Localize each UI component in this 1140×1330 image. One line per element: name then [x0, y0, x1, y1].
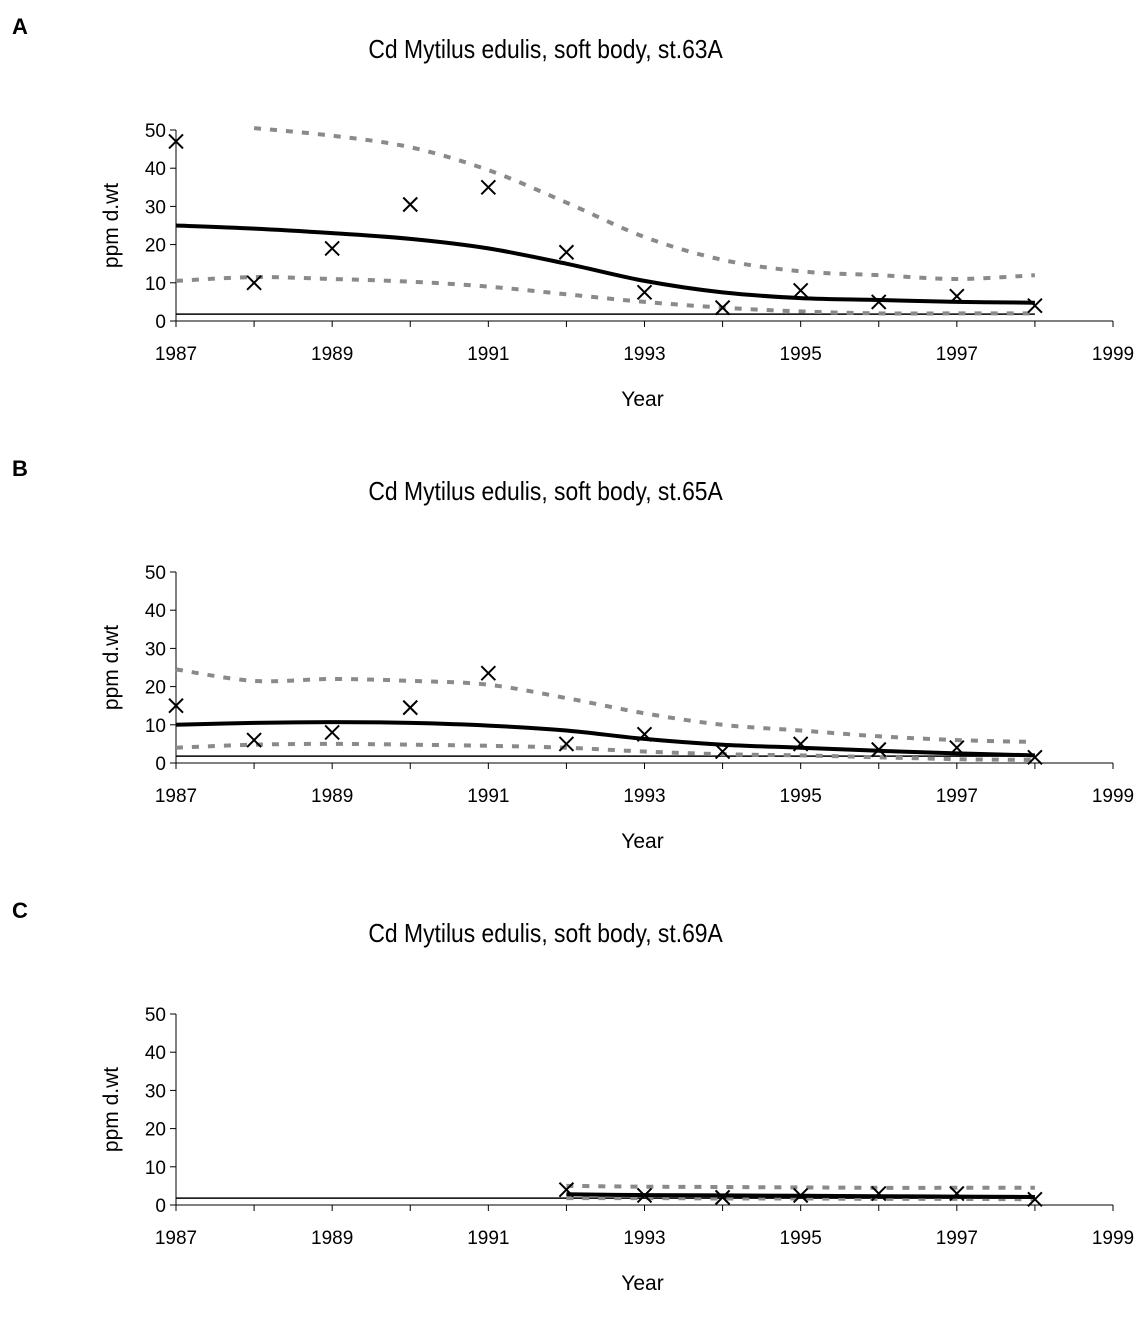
- data-point: [246, 275, 262, 291]
- data-point: [636, 284, 653, 301]
- panel-label: C: [12, 898, 28, 923]
- x-tick-label: 1989: [311, 1228, 353, 1249]
- trend-line: [175, 720, 1035, 758]
- x-tick-label: 1989: [311, 344, 353, 365]
- data-point: [402, 196, 418, 213]
- data-point: [636, 1187, 653, 1204]
- data-point: [949, 740, 965, 756]
- x-tick-label: 1999: [1092, 1228, 1134, 1249]
- data-point: [949, 288, 965, 304]
- upper-confidence-band: [175, 667, 1035, 744]
- y-tick-label: 10: [145, 1158, 166, 1179]
- data-point: [792, 1187, 809, 1204]
- x-tick-label: 1997: [936, 344, 978, 365]
- data-point: [792, 736, 809, 752]
- x-tick-label: 1995: [780, 344, 822, 365]
- data-point: [792, 282, 809, 299]
- x-tick-label: 1999: [1092, 786, 1134, 807]
- x-tick-label: 1993: [623, 1228, 665, 1249]
- y-tick-label: 50: [145, 1005, 166, 1026]
- x-tick-label: 1993: [623, 344, 665, 365]
- trend-line: [175, 223, 1035, 305]
- data-point: [871, 741, 887, 758]
- x-tick-label: 1991: [467, 1228, 509, 1249]
- panel-label: A: [12, 14, 28, 39]
- data-point: [558, 736, 575, 752]
- data-point: [480, 665, 497, 681]
- x-tick-label: 1989: [311, 786, 353, 807]
- chart-panel-b: B Cd Mytilus edulis, soft body, st.65A 0…: [0, 456, 1140, 888]
- y-tick-label: 20: [145, 678, 166, 699]
- chart-title: Cd Mytilus edulis, soft body, st.63A: [368, 34, 723, 64]
- chart-plot-c: 0 10 20 30 40 50 1987 1989 1991 1993 1995 1997 1999 Y…: [100, 1005, 1134, 1295]
- chart-panel-c: C Cd Mytilus edulis, soft body, st.69A 0…: [0, 898, 1140, 1330]
- y-axis-label: ppm d.wt: [100, 625, 123, 710]
- x-tick-label: 1987: [155, 344, 197, 365]
- x-tick-label: 1993: [623, 786, 665, 807]
- data-point: [1027, 1191, 1043, 1207]
- data-point: [949, 1185, 965, 1202]
- y-tick-label: 40: [145, 1043, 166, 1064]
- y-tick-label: 20: [145, 1120, 166, 1141]
- x-axis-label: Year: [621, 388, 663, 411]
- y-axis-label: ppm d.wt: [100, 183, 123, 268]
- x-tick-label: 1999: [1092, 344, 1134, 365]
- x-tick-label: 1987: [155, 786, 197, 807]
- y-tick-label: 0: [155, 754, 166, 775]
- x-tick-label: 1995: [780, 786, 822, 807]
- y-tick-label: 50: [145, 121, 166, 142]
- lower-confidence-band: [566, 1196, 1035, 1202]
- chart-panel-a: A Cd Mytilus edulis, soft body, st.63A 0…: [0, 14, 1140, 446]
- x-axis-label: Year: [621, 1272, 663, 1295]
- y-tick-label: 30: [145, 1081, 166, 1102]
- x-tick-label: 1991: [467, 786, 509, 807]
- y-axis-label: ppm d.wt: [100, 1067, 123, 1152]
- chart-plot-a: 0 10 20 30 40 50 1987 1989 1991 1993 1995 1997 1999 Y…: [100, 121, 1134, 411]
- data-point: [871, 294, 887, 310]
- x-tick-label: 1997: [936, 786, 978, 807]
- upper-confidence-band: [566, 1183, 1035, 1190]
- y-tick-label: 50: [145, 563, 166, 584]
- data-point: [714, 743, 731, 760]
- upper-confidence-band: [253, 126, 1035, 282]
- y-tick-label: 30: [145, 197, 166, 218]
- data-point: [558, 1182, 575, 1198]
- data-point: [1027, 298, 1043, 314]
- x-tick-label: 1997: [936, 1228, 978, 1249]
- x-tick-label: 1987: [155, 1228, 197, 1249]
- panel-label: B: [12, 456, 28, 481]
- chart-title: Cd Mytilus edulis, soft body, st.65A: [368, 476, 723, 506]
- y-tick-label: 40: [145, 159, 166, 180]
- x-axis-label: Year: [621, 830, 663, 853]
- lower-confidence-band: [175, 275, 1035, 316]
- data-point: [871, 1185, 887, 1202]
- y-tick-label: 30: [145, 639, 166, 660]
- data-point: [246, 732, 262, 748]
- y-tick-label: 40: [145, 601, 166, 622]
- chart-plot-b: 0 10 20 30 40 50 1987 1989 1991 1993 1995 1997 1999 Y…: [100, 563, 1134, 853]
- y-tick-label: 20: [145, 236, 166, 257]
- y-tick-label: 0: [155, 1196, 166, 1217]
- data-point: [1027, 749, 1043, 765]
- data-point: [636, 726, 653, 743]
- data-point: [714, 1189, 731, 1206]
- y-tick-label: 0: [155, 312, 166, 333]
- data-point: [558, 244, 575, 260]
- data-point: [168, 133, 184, 150]
- data-point: [402, 699, 418, 716]
- data-point: [480, 179, 497, 196]
- lower-confidence-band: [175, 741, 1035, 762]
- x-tick-label: 1995: [780, 1228, 822, 1249]
- chart-title: Cd Mytilus edulis, soft body, st.69A: [368, 918, 723, 948]
- y-tick-label: 10: [145, 716, 166, 737]
- y-tick-label: 10: [145, 274, 166, 295]
- data-point: [168, 697, 184, 714]
- x-tick-label: 1991: [467, 344, 509, 365]
- data-point: [324, 240, 340, 257]
- data-point: [324, 724, 340, 741]
- data-point: [714, 299, 731, 316]
